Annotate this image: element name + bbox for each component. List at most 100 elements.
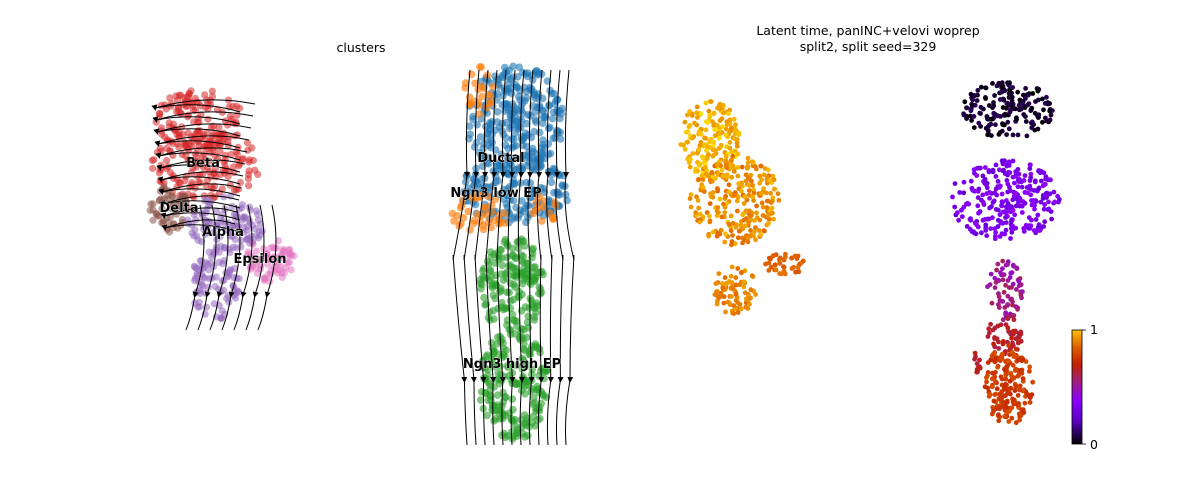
cell-point-alpha bbox=[211, 282, 219, 291]
cell-point-latent-time bbox=[1009, 335, 1014, 341]
cell-point-latent-time bbox=[751, 233, 756, 239]
cell-point-ngn3-high-ep bbox=[491, 294, 500, 303]
cell-point-latent-time bbox=[956, 217, 961, 223]
cell-point-beta bbox=[186, 141, 194, 149]
cell-point-latent-time bbox=[731, 193, 737, 199]
cell-point-latent-time bbox=[731, 311, 737, 316]
cell-point-ngn3-high-ep bbox=[493, 391, 502, 400]
cell-point-latent-time bbox=[1044, 94, 1049, 100]
cell-point-latent-time bbox=[990, 169, 996, 175]
cell-point-latent-time bbox=[1007, 378, 1013, 384]
cell-point-latent-time bbox=[1013, 203, 1019, 209]
cell-point-latent-time bbox=[1009, 219, 1014, 224]
latent-time-panel: Latent time, panINC+velovi woprep split2… bbox=[678, 23, 1098, 452]
cell-point-latent-time bbox=[1009, 285, 1014, 290]
streamline bbox=[528, 254, 535, 446]
cell-point-alpha bbox=[192, 216, 200, 224]
cell-point-ngn3-high-ep bbox=[499, 345, 508, 353]
cell-point-latent-time bbox=[769, 205, 775, 211]
cell-point-latent-time bbox=[1027, 364, 1033, 370]
cell-point-ductal bbox=[537, 148, 545, 156]
cell-point-latent-time bbox=[1007, 188, 1013, 194]
cell-point-latent-time bbox=[995, 364, 1000, 370]
cell-point-ductal bbox=[495, 82, 503, 90]
cell-point-ductal bbox=[465, 122, 474, 130]
cell-point-latent-time bbox=[697, 219, 702, 225]
cell-point-latent-time bbox=[748, 217, 753, 223]
latent-time-title-line-2: split2, split seed=329 bbox=[800, 39, 937, 54]
cell-point-latent-time bbox=[770, 210, 775, 216]
cell-point-latent-time bbox=[747, 301, 752, 307]
streamline bbox=[485, 254, 497, 446]
cell-point-latent-time bbox=[1022, 105, 1028, 110]
cell-point-latent-time bbox=[1015, 306, 1020, 312]
cell-point-beta bbox=[236, 178, 244, 187]
cluster-label-delta: Delta bbox=[159, 201, 198, 216]
cell-point-latent-time bbox=[1010, 340, 1015, 346]
cell-point-latent-time bbox=[1027, 166, 1033, 172]
streamline bbox=[452, 254, 468, 446]
cell-point-ngn3-high-ep bbox=[498, 335, 506, 343]
cell-point-beta bbox=[148, 156, 156, 164]
cell-point-beta bbox=[190, 193, 198, 202]
cell-point-latent-time bbox=[781, 264, 786, 270]
cell-point-latent-time bbox=[1010, 132, 1016, 138]
cell-point-latent-time bbox=[763, 261, 768, 267]
cell-point-latent-time bbox=[1010, 302, 1015, 308]
cell-point-latent-time bbox=[1013, 420, 1019, 426]
cell-point-latent-time bbox=[989, 204, 994, 210]
cell-point-latent-time bbox=[741, 279, 747, 285]
cell-point-latent-time bbox=[1001, 272, 1007, 278]
cell-point-ductal bbox=[529, 163, 537, 172]
cell-point-latent-time bbox=[722, 275, 728, 280]
streamline bbox=[161, 219, 241, 233]
cell-point-ngn3-high-ep bbox=[528, 246, 537, 254]
cell-point-latent-time bbox=[1000, 317, 1006, 323]
cell-point-ductal bbox=[546, 149, 555, 158]
cell-point-latent-time bbox=[983, 96, 988, 101]
cell-point-latent-time bbox=[1025, 92, 1031, 98]
cell-point-ductal bbox=[470, 175, 479, 184]
cell-point-latent-time bbox=[979, 197, 984, 203]
cell-point-latent-time bbox=[1019, 407, 1025, 413]
cell-point-latent-time bbox=[733, 224, 739, 230]
cell-point-latent-time bbox=[1035, 227, 1041, 233]
cell-point-latent-time bbox=[760, 204, 766, 210]
cell-point-ductal bbox=[522, 178, 531, 187]
cell-point-latent-time bbox=[1018, 331, 1024, 337]
cell-point-alpha bbox=[243, 226, 251, 234]
cell-point-ductal bbox=[483, 153, 492, 162]
cell-point-latent-time bbox=[995, 217, 1001, 223]
cell-point-latent-time bbox=[696, 147, 702, 152]
cell-point-latent-time bbox=[743, 296, 749, 302]
cell-point-latent-time bbox=[1023, 119, 1029, 124]
cell-point-latent-time bbox=[1008, 270, 1014, 276]
cell-point-ductal bbox=[508, 135, 516, 143]
cell-point-latent-time bbox=[721, 300, 727, 306]
cell-point-latent-time bbox=[997, 298, 1003, 303]
cell-point-latent-time bbox=[757, 173, 763, 179]
cell-point-latent-time bbox=[1006, 329, 1011, 334]
streamline bbox=[160, 207, 241, 221]
cell-point-latent-time bbox=[714, 123, 720, 128]
cell-point-latent-time bbox=[795, 253, 801, 259]
cell-point-latent-time bbox=[735, 300, 741, 306]
cell-point-latent-time bbox=[735, 165, 741, 170]
cell-point-latent-time bbox=[1013, 169, 1019, 175]
cell-point-latent-time bbox=[707, 201, 713, 207]
cell-point-latent-time bbox=[1033, 217, 1039, 222]
cell-point-latent-time bbox=[1005, 278, 1011, 283]
cell-point-latent-time bbox=[1003, 215, 1008, 220]
cell-point-latent-time bbox=[745, 239, 751, 245]
streamline bbox=[517, 69, 525, 261]
cell-point-latent-time bbox=[1016, 401, 1021, 406]
streamline bbox=[555, 254, 564, 446]
cell-point-ngn3-high-ep bbox=[509, 405, 517, 414]
cell-point-latent-time bbox=[988, 321, 993, 327]
cell-point-latent-time bbox=[748, 287, 754, 293]
cell-point-alpha bbox=[254, 234, 262, 242]
cell-point-latent-time bbox=[996, 418, 1002, 424]
cell-point-latent-time bbox=[735, 266, 741, 271]
cell-point-ductal bbox=[506, 75, 515, 83]
cell-point-alpha bbox=[213, 207, 221, 215]
